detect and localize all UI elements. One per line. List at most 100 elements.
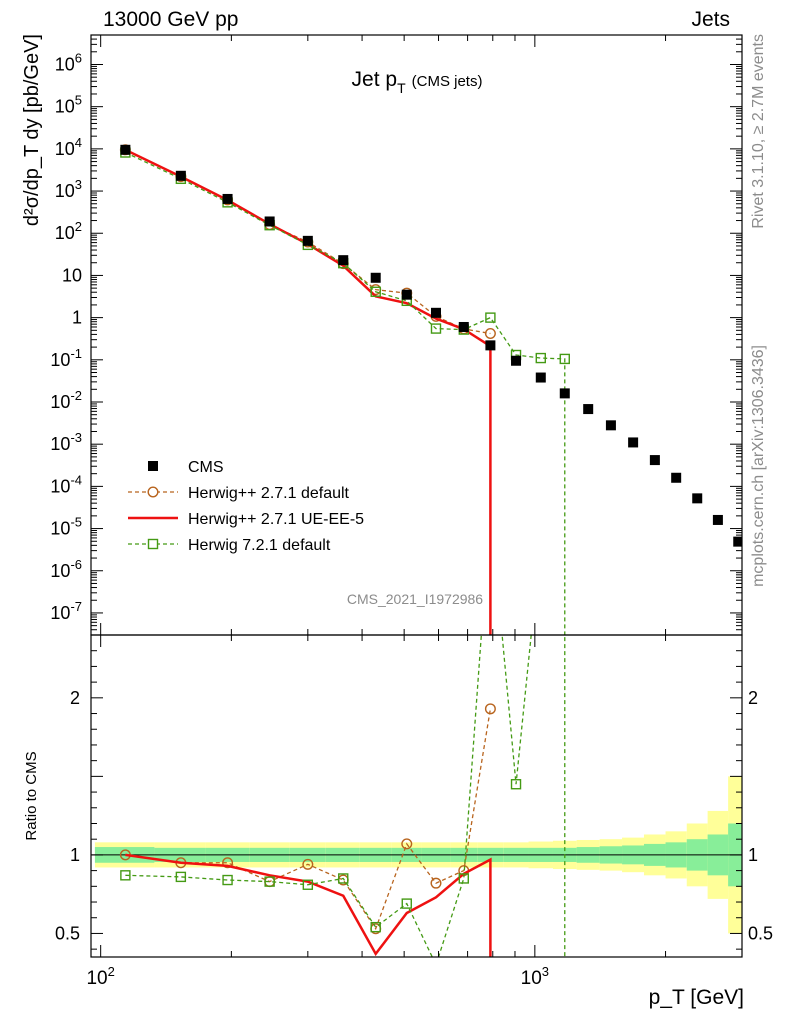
- series-3-ratio-point: [560, 301, 569, 310]
- x-tick-label-exponent: 3: [542, 964, 549, 979]
- main-y-tick-label-exponent: 6: [75, 50, 82, 65]
- ratio-y-tick-label: 2: [70, 688, 80, 708]
- plot-title-main: Jet p: [352, 68, 398, 91]
- plot-title: Jet pT (CMS jets): [352, 68, 483, 96]
- main-y-tick-label: 106: [55, 50, 82, 74]
- cms-point: [485, 340, 496, 351]
- main-y-tick-label: 1: [72, 308, 82, 328]
- main-y-tick-label: 10-2: [50, 388, 82, 412]
- cms-point: [302, 235, 313, 246]
- main-y-tick-label: 10-7: [50, 599, 82, 623]
- main-y-tick-label-exponent: -2: [70, 388, 82, 403]
- cms-point: [583, 404, 594, 415]
- main-y-tick-label-base: 10: [55, 139, 75, 159]
- cms-point: [264, 216, 275, 227]
- series-1-ratio-point: [430, 877, 442, 889]
- cms-point: [338, 255, 349, 266]
- series-3-ratio-point: [536, 536, 545, 545]
- series-1-ratio-line: [125, 708, 492, 931]
- cms-point: [712, 514, 723, 525]
- x-tick-label: 103: [521, 964, 549, 989]
- main-y-tick-label: 104: [55, 135, 82, 159]
- cms-point: [649, 455, 660, 466]
- series-2-ratio-line: [125, 853, 492, 957]
- cms-point: [535, 372, 546, 383]
- legend-label: Herwig++ 2.7.1 UE-EE-5: [188, 511, 364, 528]
- series-3-point: [430, 323, 442, 334]
- header-energy: 13000 GeV pp: [103, 8, 238, 31]
- main-y-tick-label-base: 10: [55, 54, 75, 74]
- main-y-tick-label: 10-3: [50, 430, 82, 454]
- main-y-tick-label: 103: [55, 177, 82, 201]
- cms-point: [692, 493, 703, 504]
- ratio-y-tick-label: 1: [70, 845, 80, 865]
- cms-point: [605, 420, 616, 431]
- side-mcplots-label: mcplots.cern.ch [arXiv:1306.3436]: [750, 345, 767, 587]
- x-axis-label: p_T [GeV]: [649, 986, 744, 1009]
- cms-point: [401, 289, 412, 300]
- series-3-point: [485, 312, 496, 323]
- cms-point: [120, 144, 131, 155]
- series-3-ratio-point: [264, 876, 275, 887]
- cms-point: [628, 437, 639, 448]
- main-y-tick-label-base: 10: [50, 434, 70, 454]
- series-3-ratio-point: [120, 870, 131, 881]
- series-3-ratio-point: [431, 960, 440, 969]
- main-y-tick-label-exponent: -6: [70, 557, 82, 572]
- x-tick-label: 102: [86, 964, 114, 989]
- main-y-axis-label: d²σ/dp_T dy [pb/GeV]: [21, 34, 43, 226]
- main-y-tick-label: 102: [55, 219, 82, 243]
- main-y-tick-label-base: 10: [50, 603, 70, 623]
- series-3-point: [370, 286, 381, 297]
- series-1-point: [484, 328, 496, 340]
- main-y-tick-label-base: 10: [50, 392, 70, 412]
- main-y-tick-label-base: 10: [55, 181, 75, 201]
- main-y-tick-label-exponent: 5: [75, 93, 82, 108]
- analysis-watermark: CMS_2021_I1972986: [347, 591, 483, 607]
- main-y-tick-label: 10: [62, 265, 82, 285]
- series-3-ratio-point: [302, 879, 314, 890]
- series-1-ratio-point: [302, 858, 314, 870]
- main-y-tick-label-exponent: -5: [70, 515, 82, 530]
- main-y-tick-label: 105: [55, 93, 82, 117]
- plot-title-sub: T: [397, 80, 406, 96]
- series-3-ratio-point: [510, 779, 522, 790]
- side-rivet-label: Rivet 3.1.10, ≥ 2.7M events: [750, 34, 767, 229]
- cms-point: [430, 307, 441, 318]
- main-y-tick-label-exponent: 2: [75, 219, 82, 234]
- legend-marker-circle: [147, 486, 159, 498]
- main-y-tick-label-base: 10: [50, 519, 70, 539]
- main-y-tick-label: 10-5: [50, 515, 82, 539]
- series-1-ratio-point: [401, 838, 413, 850]
- header-category: Jets: [691, 8, 730, 31]
- main-y-tick-label-exponent: -7: [70, 599, 82, 614]
- legend-label: Herwig 7.2.1 default: [188, 537, 331, 554]
- ratio-y-axis-label: Ratio to CMS: [23, 751, 40, 840]
- series-3-ratio-point: [222, 874, 233, 886]
- cms-point: [370, 272, 381, 283]
- ratio-y-tick-label-right: 0.5: [748, 923, 773, 943]
- legend: CMS Herwig++ 2.7.1 default Herwig++ 2.7.1 …: [128, 459, 364, 554]
- cms-point: [511, 355, 522, 366]
- cms-point: [671, 472, 682, 483]
- main-y-tick-label-base: 10: [50, 350, 70, 370]
- ratio-y-tick-label-right: 1: [748, 845, 758, 865]
- series-3-ratio-point: [401, 898, 412, 909]
- series-3-ratio-point: [175, 871, 187, 883]
- main-y-tick-label: 10-1: [50, 346, 82, 370]
- main-y-tick-label-exponent: 4: [75, 135, 82, 150]
- main-y-tick-label-base: 10: [50, 476, 70, 496]
- main-y-tick-label: 10-6: [50, 557, 82, 581]
- x-tick-label-exponent: 2: [108, 964, 115, 979]
- legend-marker-square: [147, 538, 159, 550]
- ratio-y-tick-label-right: 2: [748, 688, 758, 708]
- cms-point: [175, 170, 186, 181]
- legend-label: CMS: [188, 459, 224, 476]
- main-y-tick-label-exponent: 3: [75, 177, 82, 192]
- plot-title-extra: (CMS jets): [412, 73, 483, 90]
- x-tick-label-base: 10: [86, 968, 107, 989]
- legend-label: Herwig++ 2.7.1 default: [188, 485, 350, 502]
- main-y-tick-label-exponent: -4: [70, 472, 82, 487]
- cms-point: [222, 193, 233, 204]
